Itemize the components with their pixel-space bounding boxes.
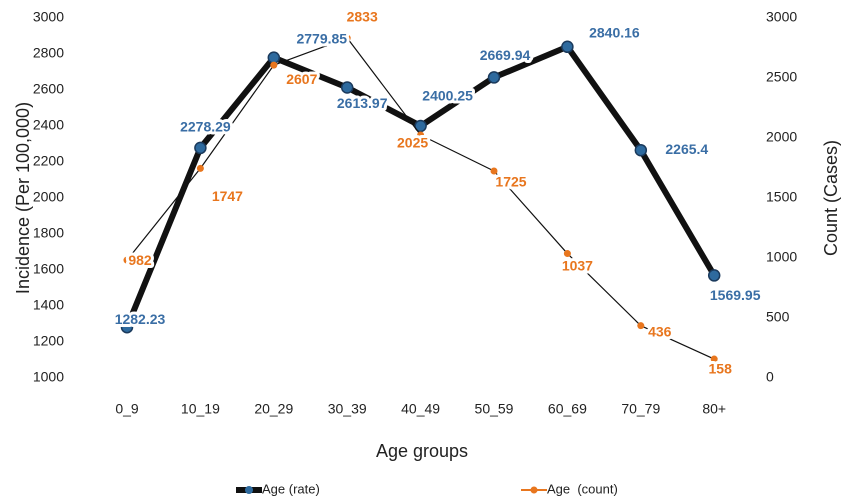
y-axis-title: Incidence (Per 100,000) bbox=[13, 102, 33, 294]
point-marker bbox=[561, 40, 574, 54]
point-marker bbox=[634, 143, 648, 157]
y-tick-label: 1200 bbox=[33, 333, 64, 349]
point-marker bbox=[196, 164, 204, 172]
x-tick-label: 10_19 bbox=[181, 401, 220, 417]
x-tick-label: 40_49 bbox=[401, 401, 440, 417]
y-tick-label: 2000 bbox=[33, 189, 64, 205]
point-marker bbox=[120, 320, 134, 334]
y-tick-label: 1000 bbox=[33, 369, 64, 385]
legend-marker bbox=[530, 486, 538, 494]
series-line bbox=[124, 43, 717, 329]
y2-tick-label: 2500 bbox=[766, 69, 797, 85]
data-label: 2265.4 bbox=[665, 141, 708, 157]
y-tick-label: 2800 bbox=[33, 45, 64, 61]
y2-axis-title: Count (Cases) bbox=[821, 140, 841, 256]
data-label: 436 bbox=[648, 323, 672, 339]
y2-tick-label: 1500 bbox=[766, 189, 797, 205]
point-marker bbox=[343, 34, 351, 42]
point-marker bbox=[707, 269, 721, 282]
data-label: 2400.25 bbox=[422, 88, 473, 104]
y2-tick-label: 3000 bbox=[766, 9, 797, 25]
x-tick-label: 50_59 bbox=[475, 401, 514, 417]
data-label: 2779.85 bbox=[296, 30, 347, 46]
data-label: 2613.97 bbox=[337, 95, 388, 111]
x-tick-label: 80+ bbox=[702, 401, 726, 417]
point-marker bbox=[194, 141, 207, 155]
data-label: 1037 bbox=[562, 257, 593, 273]
x-tick-label: 30_39 bbox=[328, 401, 367, 417]
x-tick-label: 60_69 bbox=[548, 401, 587, 417]
point-marker bbox=[414, 119, 427, 133]
point-marker bbox=[123, 256, 131, 264]
point-marker bbox=[340, 81, 354, 94]
data-label: 1282.23 bbox=[115, 311, 166, 327]
data-label: 982 bbox=[128, 252, 152, 268]
data-label: 158 bbox=[709, 361, 733, 377]
y-tick-label: 1600 bbox=[33, 261, 64, 277]
y2-tick-label: 500 bbox=[766, 309, 790, 325]
data-label: 2833 bbox=[347, 9, 378, 25]
data-label: 2025 bbox=[397, 135, 428, 151]
y-tick-label: 1400 bbox=[33, 297, 64, 313]
x-axis-title: Age groups bbox=[376, 441, 468, 461]
point-marker bbox=[417, 131, 425, 139]
data-label: 2278.29 bbox=[180, 119, 231, 135]
y-tick-label: 3000 bbox=[33, 9, 64, 25]
data-label: 2607 bbox=[286, 71, 317, 87]
y2-tick-label: 2000 bbox=[766, 129, 797, 145]
point-marker bbox=[637, 322, 645, 330]
data-label: 2840.16 bbox=[589, 24, 640, 40]
y-tick-label: 2600 bbox=[33, 81, 64, 97]
y-tick-label: 2400 bbox=[33, 117, 64, 133]
point-marker bbox=[490, 167, 498, 175]
point-marker bbox=[267, 51, 281, 64]
y-tick-label: 2200 bbox=[33, 153, 64, 169]
point-marker bbox=[270, 61, 278, 69]
legend-label: Age (rate) bbox=[262, 481, 320, 496]
legend-label: Age (count) bbox=[547, 481, 618, 496]
x-tick-label: 20_29 bbox=[254, 401, 293, 417]
y2-tick-label: 1000 bbox=[766, 249, 797, 265]
x-tick-label: 70_79 bbox=[621, 401, 660, 417]
data-label: 2669.94 bbox=[480, 47, 531, 63]
data-label: 1725 bbox=[495, 174, 526, 190]
point-marker bbox=[563, 250, 571, 258]
point-marker bbox=[487, 71, 501, 84]
data-label: 1747 bbox=[212, 188, 243, 204]
x-tick-label: 0_9 bbox=[115, 401, 139, 417]
y-tick-label: 1800 bbox=[33, 225, 64, 241]
data-label: 1569.95 bbox=[710, 287, 761, 303]
y2-tick-label: 0 bbox=[766, 369, 774, 385]
legend-marker bbox=[245, 486, 253, 494]
point-marker bbox=[710, 355, 718, 363]
